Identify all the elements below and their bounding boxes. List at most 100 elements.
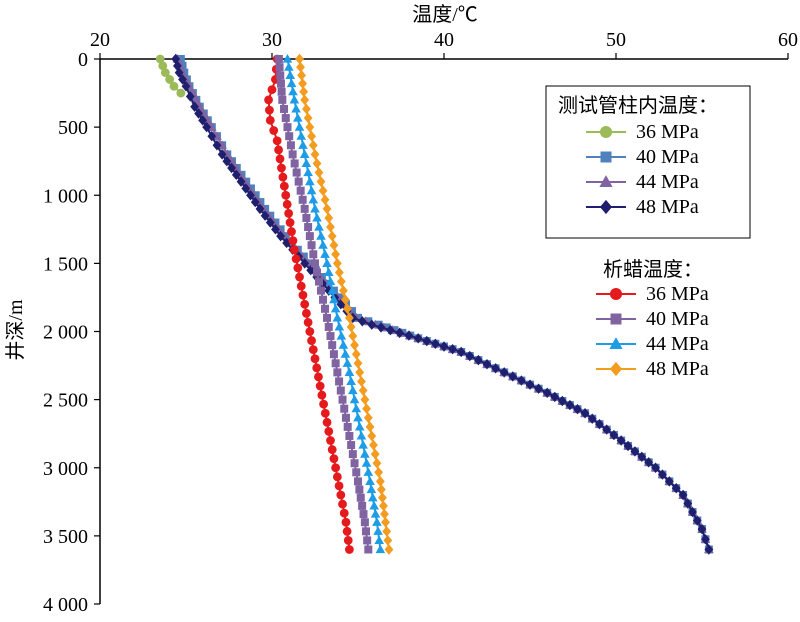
data-point xyxy=(465,350,475,362)
data-point xyxy=(336,386,345,395)
data-point xyxy=(217,149,227,160)
legend-marker xyxy=(610,313,622,325)
data-point xyxy=(380,508,389,520)
data-point xyxy=(344,367,355,376)
data-point xyxy=(282,199,292,209)
data-point xyxy=(296,281,306,291)
data-point xyxy=(704,544,714,555)
data-point xyxy=(338,395,347,404)
data-point xyxy=(298,78,308,89)
data-point xyxy=(379,500,388,512)
data-point xyxy=(644,457,654,468)
data-point xyxy=(277,163,286,173)
data-point xyxy=(351,403,362,413)
data-point xyxy=(335,377,344,386)
data-point xyxy=(329,294,339,304)
data-point xyxy=(343,422,352,431)
series-wax-36-mpa xyxy=(264,54,354,554)
data-point xyxy=(630,446,640,457)
x-tick-label: 30 xyxy=(262,29,282,51)
data-point xyxy=(307,241,316,250)
data-point xyxy=(283,123,292,132)
data-point xyxy=(173,60,182,72)
data-point xyxy=(351,349,361,360)
data-point xyxy=(331,249,341,260)
data-point xyxy=(557,395,567,407)
data-point xyxy=(299,149,310,158)
data-point xyxy=(317,390,327,400)
data-point xyxy=(302,308,311,318)
data-point xyxy=(304,223,313,232)
data-point xyxy=(288,236,298,246)
data-point xyxy=(338,340,349,349)
legend-marker xyxy=(609,361,623,377)
data-point xyxy=(275,154,285,164)
data-point xyxy=(334,481,344,491)
data-point xyxy=(278,95,287,104)
data-point xyxy=(358,501,367,510)
legend-label: 48 MPa xyxy=(636,196,699,218)
data-point xyxy=(302,103,311,115)
data-point xyxy=(255,203,265,215)
data-point xyxy=(300,94,310,106)
data-point xyxy=(395,327,405,339)
data-point xyxy=(158,61,168,71)
data-point xyxy=(296,131,307,140)
data-point xyxy=(331,359,340,368)
data-point xyxy=(348,330,358,342)
data-point xyxy=(299,86,309,97)
data-point xyxy=(298,290,308,300)
legend-tubing-title: 测试管柱内温度： xyxy=(558,94,718,117)
data-point xyxy=(279,181,289,191)
data-point xyxy=(288,86,298,96)
data-point xyxy=(269,126,279,135)
data-point xyxy=(353,412,363,422)
data-point xyxy=(356,430,367,440)
data-point xyxy=(345,312,354,324)
data-point xyxy=(623,440,633,452)
data-point xyxy=(322,258,332,267)
data-point xyxy=(278,172,288,182)
data-point xyxy=(295,272,304,282)
data-point xyxy=(315,277,324,286)
data-point xyxy=(312,158,322,169)
data-point xyxy=(202,121,212,133)
series-tubing-36-mpa xyxy=(155,54,186,98)
data-point xyxy=(363,536,372,545)
data-point xyxy=(276,79,285,88)
data-point xyxy=(482,359,492,370)
data-point xyxy=(356,493,365,502)
data-point xyxy=(288,150,297,159)
data-point xyxy=(290,159,299,168)
data-point xyxy=(277,87,286,96)
data-point xyxy=(282,54,293,63)
data-point xyxy=(448,344,457,355)
data-point xyxy=(354,421,365,431)
data-point xyxy=(580,408,590,419)
data-point xyxy=(174,67,184,78)
data-point xyxy=(364,545,373,554)
data-point xyxy=(360,518,369,527)
data-point xyxy=(381,517,390,528)
data-point xyxy=(327,445,337,454)
data-point xyxy=(207,131,217,142)
x-tick-label: 60 xyxy=(778,29,798,51)
data-point xyxy=(345,431,354,440)
data-point xyxy=(272,136,282,146)
data-point xyxy=(317,286,326,295)
data-point xyxy=(294,122,305,131)
data-point xyxy=(322,203,332,215)
data-point xyxy=(286,141,295,150)
legend-entry: 48 MPa xyxy=(586,196,699,218)
data-point xyxy=(301,158,312,168)
data-point xyxy=(285,70,296,79)
data-point xyxy=(326,221,335,233)
data-point xyxy=(363,467,374,476)
y-tick-label: 3 500 xyxy=(43,526,88,548)
data-point xyxy=(374,320,383,329)
data-point xyxy=(334,321,345,331)
data-point xyxy=(372,517,382,526)
data-point xyxy=(287,227,296,236)
data-point xyxy=(329,350,338,359)
data-point xyxy=(348,385,358,395)
